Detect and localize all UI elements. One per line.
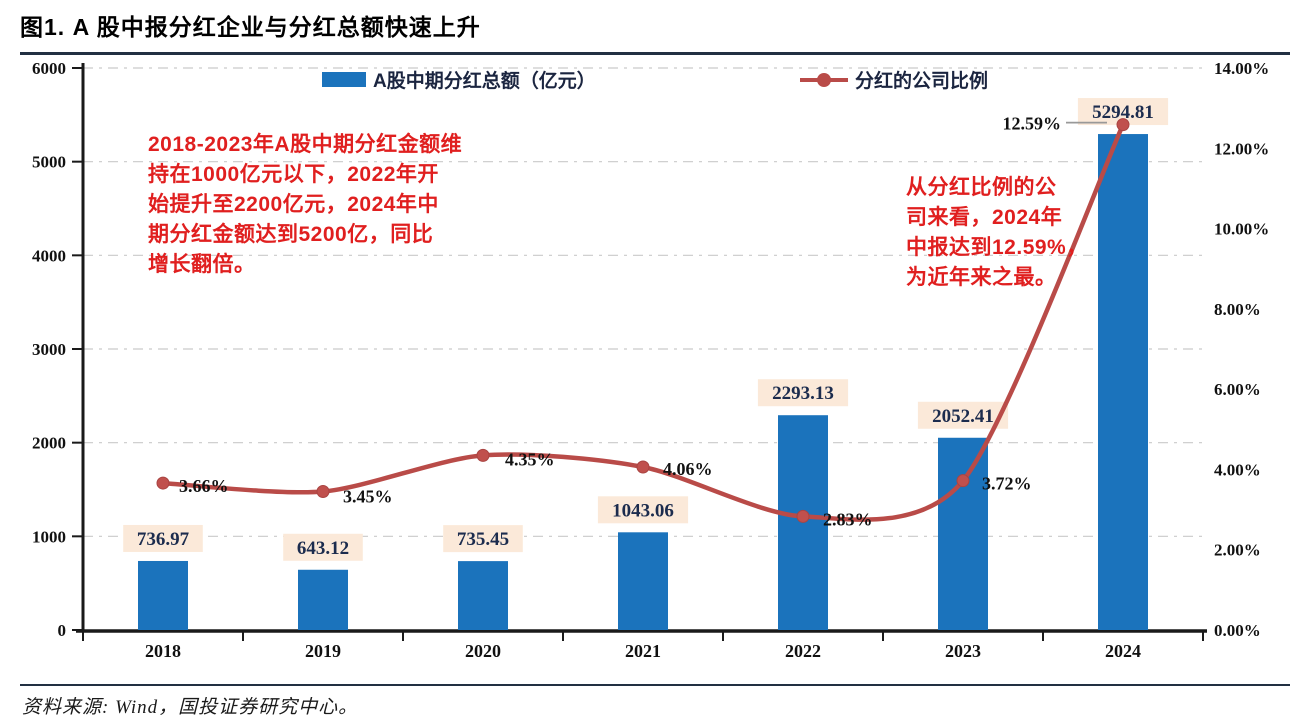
line-series-label: 分红的公司比例	[855, 71, 989, 92]
right-axis-tick-label: 4.00%	[1214, 460, 1261, 479]
x-axis-category-label: 2024	[1105, 641, 1141, 661]
right-axis-tick-label: 8.00%	[1214, 300, 1261, 319]
x-axis-category-label: 2023	[945, 641, 981, 661]
bar	[938, 437, 988, 630]
bar-value-label-bg	[283, 533, 363, 561]
bar-value-label: 735.45	[457, 529, 509, 550]
bar-value-label-bg	[597, 496, 689, 524]
line-marker	[796, 509, 810, 523]
bar-value-label: 1043.06	[612, 500, 674, 521]
bar-value-label: 2052.41	[932, 406, 994, 427]
bar	[298, 569, 348, 630]
bar	[618, 532, 668, 630]
line-point-label: 3.72%	[982, 474, 1032, 494]
bar	[458, 561, 508, 630]
right-axis-tick-label: 14.00%	[1214, 59, 1269, 78]
x-axis-category-label: 2021	[625, 641, 661, 661]
bar	[1098, 134, 1148, 630]
legend-item-line: 分红的公司比例	[800, 66, 988, 93]
bar-value-label-bg	[123, 524, 203, 552]
bar-value-label-bg	[917, 401, 1009, 429]
line-point-label: 3.66%	[179, 476, 229, 496]
bar-value-label: 736.97	[137, 529, 190, 550]
bar	[138, 560, 188, 630]
x-axis-category-label: 2022	[785, 641, 821, 661]
bar-value-label: 5294.81	[1092, 102, 1154, 123]
line-marker	[316, 485, 330, 499]
annotation-right: 从分红比例的公 司来看，2024年 中报达到12.59%， 为近年来之最。	[906, 176, 1088, 289]
line-point-label: 12.59%	[1003, 114, 1062, 134]
bar-value-label-bg	[757, 379, 849, 407]
x-axis-category-label: 2019	[305, 641, 341, 661]
bar-series-label: A股中期分红总额（亿元）	[373, 71, 596, 92]
line-marker	[636, 460, 650, 474]
line-series-marker	[800, 72, 848, 87]
right-axis-tick-label: 10.00%	[1214, 220, 1269, 239]
x-axis-category-label: 2018	[145, 641, 181, 661]
left-axis-tick-label: 1000	[32, 527, 66, 546]
chart-title: 图1. A 股中报分红企业与分红总额快速上升	[20, 14, 481, 40]
source-note: 资料来源: Wind，国投证券研究中心。	[22, 697, 359, 718]
bar-value-label: 643.12	[297, 538, 349, 559]
line-marker	[156, 476, 170, 490]
left-axis-tick-label: 2000	[32, 434, 66, 453]
line-point-label: 2.83%	[823, 509, 873, 529]
left-axis-tick-label: 5000	[32, 153, 66, 172]
bottom-separator	[20, 684, 1290, 686]
bar-value-label: 2293.13	[772, 383, 834, 404]
right-axis-tick-label: 6.00%	[1214, 380, 1261, 399]
left-axis-tick-label: 0	[58, 621, 67, 640]
left-axis-tick-label: 4000	[32, 246, 66, 265]
line-marker	[956, 474, 970, 488]
left-axis-tick-label: 3000	[32, 340, 66, 359]
legend-item-bars: A股中期分红总额（亿元）	[322, 66, 596, 93]
bar-series-swatch	[322, 72, 366, 87]
right-axis-tick-label: 0.00%	[1214, 621, 1261, 640]
x-axis-category-label: 2020	[465, 641, 501, 661]
right-axis-tick-label: 12.00%	[1214, 139, 1269, 158]
top-separator	[20, 52, 1290, 55]
bar-value-label-bg	[443, 525, 523, 553]
line-marker	[1116, 118, 1130, 132]
left-axis-tick-label: 6000	[32, 59, 66, 78]
annotation-left: 2018-2023年A股中期分红金额维 持在1000亿元以下，2022年开 始提…	[148, 133, 463, 276]
line-marker	[476, 448, 490, 462]
line-point-label: 3.45%	[343, 487, 393, 507]
line-point-label: 4.35%	[505, 449, 555, 469]
line-point-label: 4.06%	[663, 459, 713, 479]
right-axis-tick-label: 2.00%	[1214, 541, 1261, 560]
